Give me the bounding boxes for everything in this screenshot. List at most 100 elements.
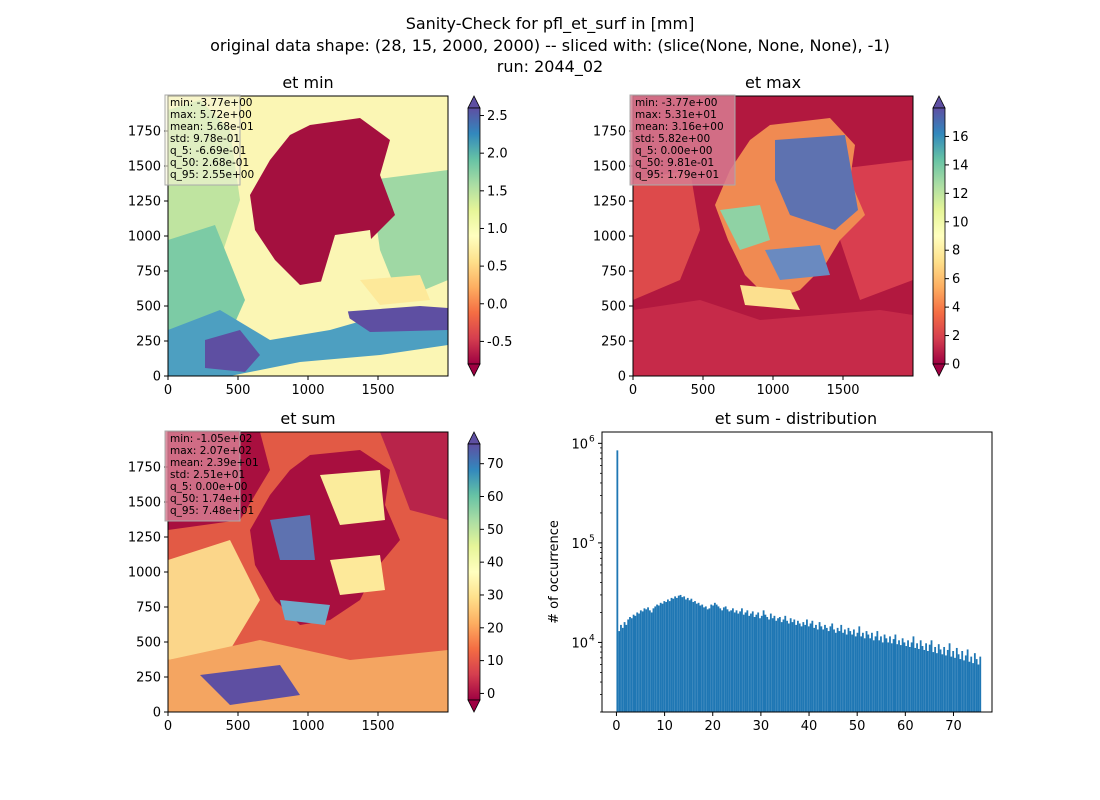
histogram-bar (764, 614, 767, 712)
histogram-bar (661, 603, 664, 712)
histogram-bar (964, 655, 967, 712)
histogram-bar (641, 611, 644, 712)
histogram-axes-frame (601, 431, 993, 713)
histogram-bar (695, 603, 698, 712)
histogram-y-tick-label: 10 (571, 537, 588, 552)
histogram-bar (638, 613, 640, 712)
et-min-x-ticks: 0 500 1000 1500 (164, 376, 395, 398)
histogram-bar (807, 626, 810, 712)
histogram-bar (862, 632, 864, 712)
et-max-stats-box (629, 94, 736, 186)
histogram-bar (880, 636, 882, 712)
histogram-bar (973, 653, 976, 712)
histogram-bar (838, 631, 841, 712)
et-max-colorbar-max-extension (932, 95, 946, 109)
histogram-bar (834, 632, 837, 712)
histogram-y-tick-exponent: 6 (589, 434, 595, 444)
et-min-x-tick-label: 500 (226, 383, 251, 398)
et-min-title: et min (282, 73, 333, 92)
histogram-bar (625, 624, 628, 712)
histogram-bar (883, 634, 886, 712)
figure-title-line-2: original data shape: (28, 15, 2000, 2000… (210, 36, 890, 55)
histogram-bar (852, 629, 855, 712)
histogram-x-tick-label: 10 (656, 719, 673, 734)
et-min-colorbar-tick-label: 2.0 (487, 147, 508, 162)
histogram-x-tick-label: 0 (612, 719, 620, 734)
histogram-bar (665, 601, 667, 712)
histogram-bar (636, 612, 639, 712)
et-min-stats-box (164, 94, 241, 186)
histogram-x-tick-label: 20 (704, 719, 721, 734)
histogram-bar (639, 610, 642, 712)
histogram-bar (701, 604, 704, 712)
histogram-x-tick-label: 50 (849, 719, 866, 734)
et-sum-x-tick-label: 1500 (361, 719, 394, 734)
histogram-bar (912, 636, 915, 712)
histogram-bar (708, 608, 711, 712)
histogram-bar (674, 596, 677, 712)
et-sum-colorbar-tick-label: 30 (487, 588, 504, 603)
histogram-bar (782, 619, 785, 712)
panel-et-max: et max 0 500 1000 1500 0 250 500 750 1000 1250 15… (593, 73, 969, 398)
et-max-stat-line: q_5: 0.00e+00 (635, 145, 712, 157)
histogram-bar (871, 632, 873, 712)
et-sum-stats-box (164, 430, 241, 522)
et-sum-colorbar-tick-label: 20 (487, 621, 504, 636)
histogram-bar (773, 615, 776, 712)
histogram-bar (652, 608, 655, 712)
et-max-x-tick-label: 500 (691, 383, 716, 398)
histogram-bar (892, 639, 895, 712)
histogram-bar (739, 611, 742, 712)
histogram-bar (630, 618, 633, 712)
histogram-title: et sum - distribution (715, 409, 877, 428)
histogram-bar (917, 648, 920, 712)
et-max-y-tick-label: 1250 (593, 195, 626, 210)
histogram-bar (800, 626, 803, 712)
histogram-bar (757, 612, 760, 712)
histogram-bar (784, 615, 787, 712)
histogram-bar (957, 654, 960, 712)
histogram-bar (896, 644, 899, 712)
et-sum-heatmap (168, 432, 448, 712)
histogram-bar (831, 623, 834, 712)
histogram-bar (793, 619, 796, 712)
histogram-bar (777, 618, 779, 712)
histogram-bar (890, 643, 893, 712)
et-min-y-tick-label: 1500 (128, 160, 161, 175)
histogram-bar (797, 620, 799, 712)
histogram-bar (791, 622, 794, 712)
histogram-bar (623, 622, 626, 712)
histogram-bar (972, 663, 974, 712)
histogram-bar (966, 649, 969, 712)
histogram-bar (654, 606, 657, 712)
et-max-colorbar-tick-label: 6 (952, 272, 960, 287)
histogram-bar (645, 609, 648, 712)
histogram-bar (863, 638, 866, 712)
histogram-bar (961, 651, 964, 712)
et-min-y-tick-label: 1000 (128, 230, 161, 245)
histogram-bar (659, 602, 662, 712)
histogram-bar (786, 620, 788, 712)
histogram-bar (818, 622, 821, 712)
histogram-bar (811, 620, 814, 712)
histogram-bar (726, 609, 729, 712)
et-min-stat-line: max: 5.72e+00 (170, 109, 252, 121)
et-sum-colorbar-tick-label: 10 (487, 654, 504, 669)
et-sum-title: et sum (280, 409, 335, 428)
et-min-stat-line: std: 9.78e-01 (170, 133, 240, 145)
figure-title-line-3: run: 2044_02 (497, 57, 603, 77)
et-sum-y-tick-label: 250 (136, 671, 161, 686)
et-min-colorbar-min-extension (467, 363, 481, 377)
histogram-bar (733, 612, 736, 712)
histogram-bar (706, 609, 709, 712)
et-max-colorbar-min-extension (932, 363, 946, 377)
histogram-bar (795, 624, 797, 712)
histogram-bar (697, 602, 700, 712)
et-sum-colorbar-tick-label: 60 (487, 490, 504, 505)
et-min-colorbar: -0.5 0.0 0.5 1.0 1.5 2.0 2.5 (467, 95, 512, 377)
histogram-bar (970, 656, 973, 712)
histogram-bar (787, 623, 790, 712)
